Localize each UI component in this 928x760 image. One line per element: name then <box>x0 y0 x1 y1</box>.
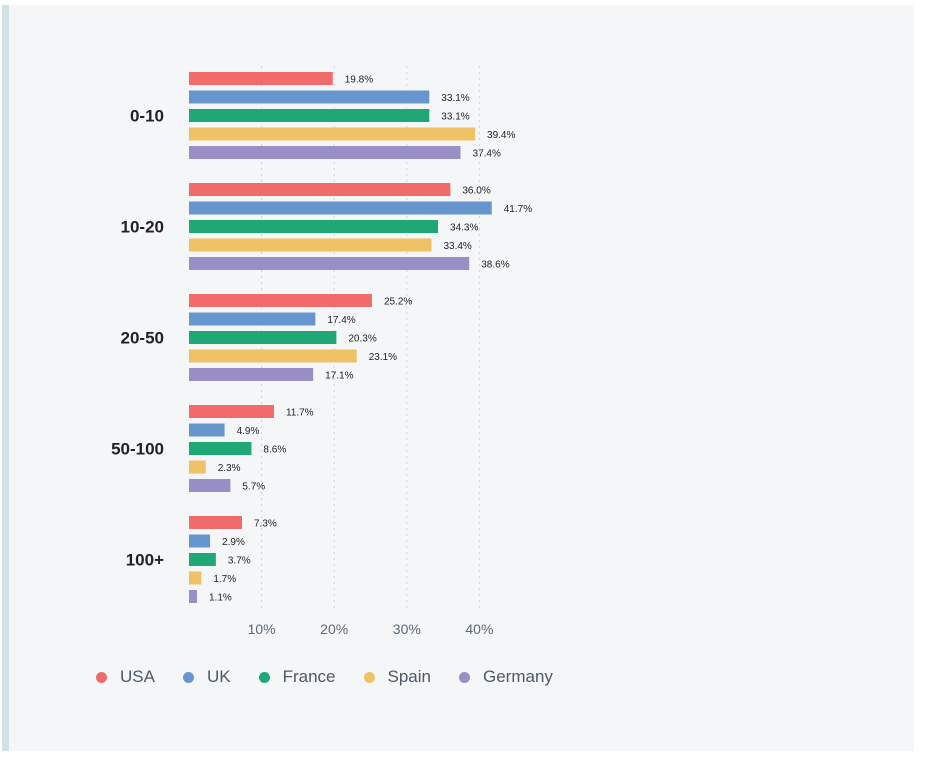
legend-item-germany[interactable]: Germany <box>459 667 553 687</box>
legend-dot-icon <box>459 671 470 683</box>
bar-spain-4[interactable] <box>189 571 202 585</box>
category-label: 50-100 <box>111 440 164 459</box>
legend-dot-icon <box>258 671 270 683</box>
legend-label: UK <box>206 667 231 686</box>
data-label: 23.1% <box>369 352 397 363</box>
legend-item-france[interactable]: France <box>258 667 336 687</box>
bar-usa-1[interactable] <box>189 183 451 196</box>
bar-spain-0[interactable] <box>189 127 476 141</box>
legend-item-uk[interactable]: UK <box>182 667 231 687</box>
legend-label: Spain <box>387 667 431 686</box>
bar-germany-2[interactable] <box>189 368 314 381</box>
bar-france-1[interactable] <box>189 220 439 233</box>
data-label: 34.3% <box>450 223 478 234</box>
bar-germany-1[interactable] <box>189 257 470 270</box>
data-label: 1.1% <box>209 593 232 604</box>
bar-uk-1[interactable] <box>189 201 492 215</box>
card-left-border <box>2 5 9 751</box>
data-label: 25.2% <box>384 297 412 308</box>
data-label: 37.4% <box>473 149 501 160</box>
bar-germany-3[interactable] <box>189 479 231 492</box>
bar-usa-3[interactable] <box>189 405 274 418</box>
x-tick-label: 40% <box>465 621 493 637</box>
legend-label: Germany <box>483 667 553 686</box>
data-label: 33.1% <box>441 112 469 123</box>
legend-label: France <box>282 667 336 686</box>
legend-item-spain[interactable]: Spain <box>363 667 431 687</box>
x-tick-label: 10% <box>248 621 276 637</box>
bars <box>189 72 492 603</box>
legend-item-usa[interactable]: USA <box>96 667 155 687</box>
data-label: 8.6% <box>263 445 286 456</box>
data-label: 17.1% <box>325 371 353 382</box>
legend-dot-icon <box>182 671 194 683</box>
legend-dot-icon <box>363 671 375 683</box>
bar-france-0[interactable] <box>189 109 430 122</box>
bar-france-2[interactable] <box>189 331 337 344</box>
labels: 10% 20% 30% 40% 0-10 19.8% 33.1% 33.1% 39.4% 37.4… <box>111 75 532 638</box>
data-label: 11.7% <box>286 408 314 419</box>
data-label: 41.7% <box>504 204 532 215</box>
data-label: 20.3% <box>348 334 376 345</box>
legend-dot-icon <box>96 671 107 683</box>
data-label: 7.3% <box>254 519 277 530</box>
category-label: 10-20 <box>121 218 164 237</box>
legend-label: USA <box>120 667 155 686</box>
data-label: 2.3% <box>218 463 241 474</box>
data-label: 39.4% <box>487 130 515 141</box>
bar-uk-4[interactable] <box>189 534 211 548</box>
bar-uk-2[interactable] <box>189 312 316 326</box>
data-label: 17.4% <box>327 315 355 326</box>
x-tick-label: 20% <box>320 621 348 637</box>
data-label: 4.9% <box>237 426 260 437</box>
bar-spain-3[interactable] <box>189 460 206 474</box>
bar-spain-2[interactable] <box>189 349 357 363</box>
bar-usa-2[interactable] <box>189 294 372 307</box>
bar-uk-3[interactable] <box>189 423 225 437</box>
bar-uk-0[interactable] <box>189 90 430 104</box>
data-label: 1.7% <box>213 574 236 585</box>
data-label: 33.1% <box>441 93 469 104</box>
data-label: 19.8% <box>345 75 373 86</box>
data-label: 3.7% <box>228 556 251 567</box>
x-tick-label: 30% <box>393 621 421 637</box>
bar-france-4[interactable] <box>189 553 216 566</box>
data-label: 33.4% <box>443 241 471 252</box>
data-label: 38.6% <box>481 260 509 271</box>
bar-germany-0[interactable] <box>189 146 461 159</box>
category-label: 100+ <box>126 551 164 570</box>
data-label: 2.9% <box>222 537 245 548</box>
bar-spain-1[interactable] <box>189 238 432 252</box>
legend: USA UK France Spain Germany <box>96 667 581 687</box>
data-label: 36.0% <box>462 186 490 197</box>
bar-usa-0[interactable] <box>189 72 333 85</box>
category-label: 20-50 <box>121 329 164 348</box>
bar-usa-4[interactable] <box>189 516 242 529</box>
data-label: 5.7% <box>242 482 265 493</box>
category-label: 0-10 <box>130 107 164 126</box>
bar-france-3[interactable] <box>189 442 252 455</box>
bar-germany-4[interactable] <box>189 590 197 603</box>
